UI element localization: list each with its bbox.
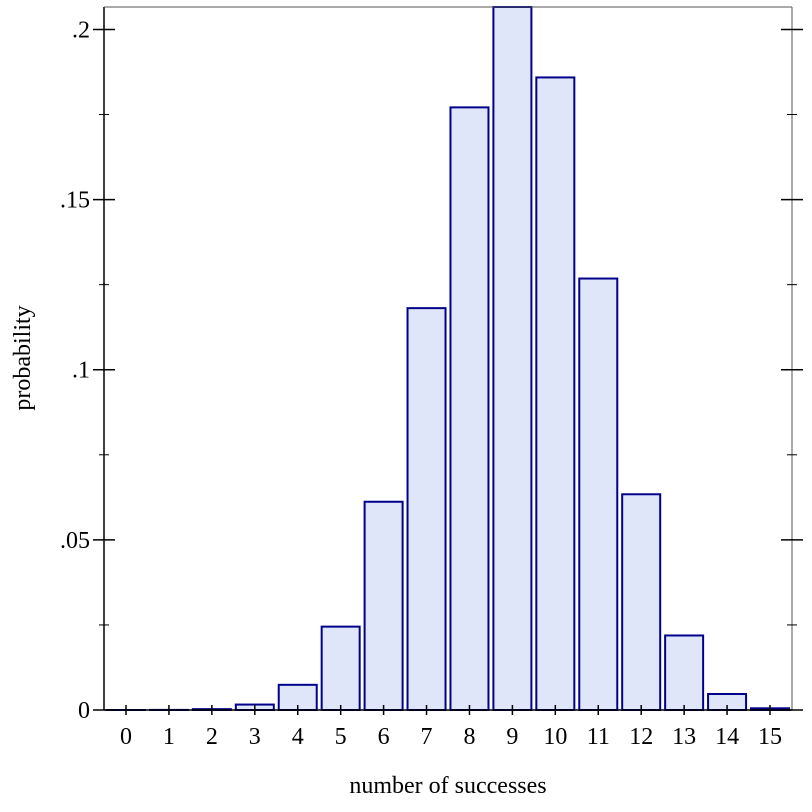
x-tick-label: 11	[587, 724, 610, 750]
x-tick-label: 10	[543, 724, 567, 750]
x-tick-label: 1	[163, 724, 175, 750]
bar-9	[492, 6, 533, 711]
x-tick-label: 9	[506, 724, 518, 750]
y-tick-label: .1	[72, 358, 90, 384]
bar-5	[320, 625, 361, 712]
x-tick-label: 6	[378, 724, 390, 750]
x-axis-label: number of successes	[349, 773, 546, 799]
bar-11	[578, 277, 619, 711]
bar-12	[621, 493, 662, 711]
x-tick-label: 14	[715, 724, 739, 750]
x-tick-label: 0	[120, 724, 132, 750]
x-tick-label: 15	[758, 724, 782, 750]
bar-6	[363, 500, 404, 711]
x-tick-label: 3	[249, 724, 261, 750]
x-tick-label: 8	[463, 724, 475, 750]
bar-13	[664, 634, 705, 712]
y-tick-label: .15	[60, 188, 90, 214]
x-tick-label: 2	[206, 724, 218, 750]
x-tick-label: 7	[421, 724, 433, 750]
bar-10	[535, 76, 576, 712]
bar-8	[449, 106, 490, 712]
bar-7	[406, 307, 447, 711]
y-tick-label: .2	[72, 17, 90, 43]
x-tick-label: 4	[292, 724, 304, 750]
y-axis-label: probability	[10, 305, 36, 410]
x-tick-label: 13	[672, 724, 696, 750]
y-tick-label: .05	[60, 528, 90, 554]
axes-group: 0.05.1.15.20 1 2 3 4 5 6 7 8 9 10 11 12 13 14 15	[60, 6, 803, 750]
x-tick-label: 5	[335, 724, 347, 750]
bars-group	[106, 6, 790, 712]
x-tick-label: 12	[629, 724, 653, 750]
y-tick-label: 0	[78, 698, 90, 724]
